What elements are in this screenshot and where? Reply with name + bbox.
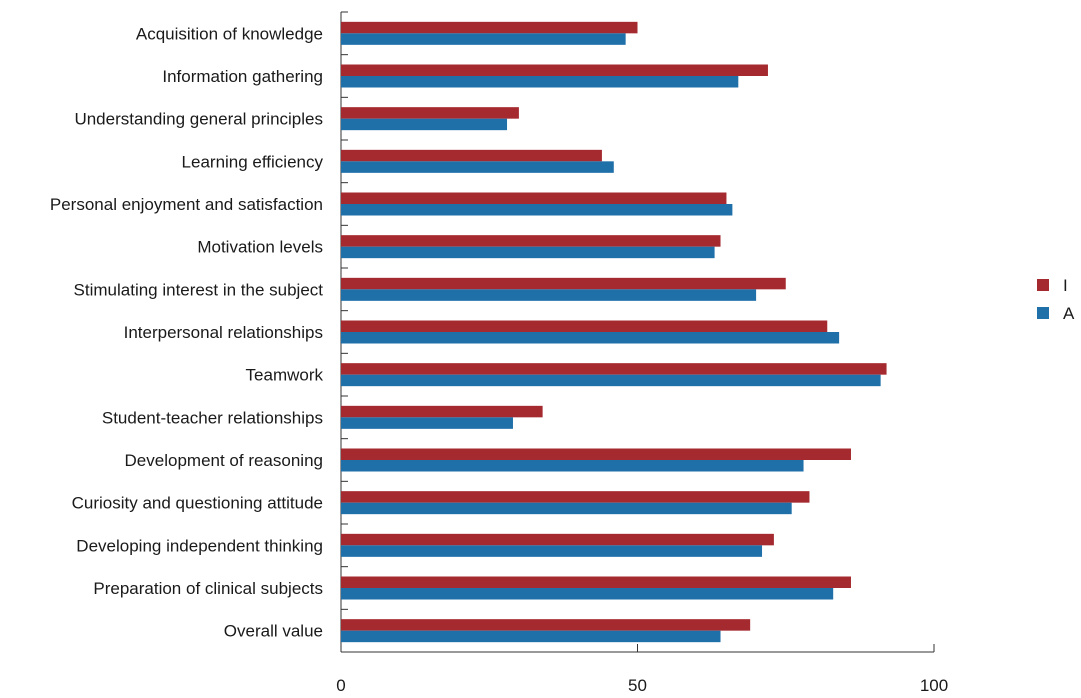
bar-a — [341, 76, 739, 88]
legend-label: I — [1063, 276, 1068, 295]
bar-i — [341, 448, 851, 460]
category-label: Curiosity and questioning attitude — [72, 494, 323, 513]
bar-a — [341, 118, 508, 131]
category-label: Learning efficiency — [182, 152, 324, 171]
x-tick-label: 0 — [336, 676, 345, 693]
category-label: Motivation levels — [197, 238, 323, 257]
bar-i — [341, 64, 768, 76]
bar-a — [341, 289, 757, 301]
bar-i — [341, 277, 786, 290]
bar-a — [341, 588, 834, 600]
category-label: Acquisition of knowledge — [136, 24, 323, 43]
bar-a — [341, 417, 513, 429]
bar-i — [341, 149, 602, 162]
bar-a — [341, 630, 721, 643]
x-tick-label: 50 — [628, 676, 647, 693]
bar-a — [341, 460, 804, 472]
bar-i — [341, 491, 810, 503]
bar-i — [341, 576, 851, 588]
bar-a — [341, 33, 626, 45]
bar-i — [341, 363, 887, 375]
bar-i — [341, 107, 519, 119]
bar-i — [341, 235, 721, 247]
category-label: Student-teacher relationships — [102, 408, 323, 427]
x-tick-label: 100 — [920, 676, 948, 693]
bar-i — [341, 619, 751, 631]
bar-i — [341, 405, 543, 418]
bar-i — [341, 320, 828, 332]
category-label: Developing independent thinking — [76, 536, 323, 555]
bar-a — [341, 204, 733, 216]
category-label: Teamwork — [246, 366, 324, 385]
legend-swatch — [1037, 307, 1049, 319]
bar-a — [341, 246, 715, 259]
bar-i — [341, 192, 727, 204]
category-label: Development of reasoning — [125, 451, 323, 470]
category-label: Interpersonal relationships — [124, 323, 323, 342]
legend-label: A — [1063, 304, 1075, 323]
category-label: Information gathering — [162, 67, 323, 86]
category-label: Stimulating interest in the subject — [74, 280, 324, 299]
category-label: Preparation of clinical subjects — [93, 579, 323, 598]
category-label: Overall value — [224, 622, 323, 641]
bar-a — [341, 545, 763, 557]
bar-a — [341, 161, 614, 173]
bar-a — [341, 374, 881, 387]
legend-swatch — [1037, 279, 1049, 291]
category-label: Understanding general principles — [74, 110, 323, 129]
bar-i — [341, 533, 774, 546]
bar-a — [341, 332, 840, 344]
bar-i — [341, 21, 638, 34]
bar-a — [341, 502, 792, 515]
category-label: Personal enjoyment and satisfaction — [50, 195, 323, 214]
